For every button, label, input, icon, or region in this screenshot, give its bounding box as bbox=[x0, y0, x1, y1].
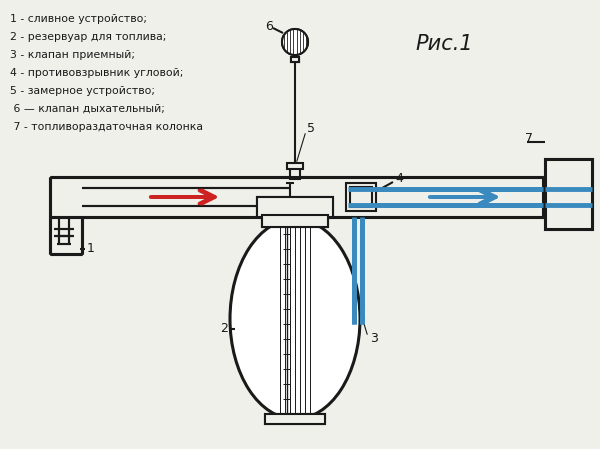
Text: Рис.1: Рис.1 bbox=[415, 34, 473, 54]
Text: 4 - противовзрывник угловой;: 4 - противовзрывник угловой; bbox=[10, 68, 184, 78]
Text: 4: 4 bbox=[395, 172, 403, 185]
Text: 1 - сливное устройство;: 1 - сливное устройство; bbox=[10, 14, 147, 24]
Bar bbox=[257, 197, 333, 217]
Bar bbox=[291, 57, 299, 62]
Bar bbox=[50, 177, 543, 217]
Text: 6 — клапан дыхательный;: 6 — клапан дыхательный; bbox=[10, 104, 165, 114]
Bar bbox=[545, 159, 592, 229]
Bar bbox=[262, 215, 328, 227]
Bar bbox=[257, 197, 333, 217]
Text: 3: 3 bbox=[370, 333, 378, 345]
Text: 6: 6 bbox=[265, 21, 273, 34]
Text: 5: 5 bbox=[307, 123, 315, 136]
Bar bbox=[262, 215, 328, 227]
Text: 5 - замерное устройство;: 5 - замерное устройство; bbox=[10, 86, 155, 96]
Text: 2 - резервуар для топлива;: 2 - резервуар для топлива; bbox=[10, 32, 166, 42]
Circle shape bbox=[282, 29, 308, 55]
Bar bbox=[287, 163, 303, 169]
Bar bbox=[291, 57, 299, 62]
Bar bbox=[290, 167, 300, 179]
Bar bbox=[545, 159, 592, 229]
Ellipse shape bbox=[230, 219, 360, 419]
Bar bbox=[346, 183, 376, 211]
Text: 2: 2 bbox=[220, 322, 228, 335]
Bar bbox=[350, 187, 372, 207]
Text: 7: 7 bbox=[525, 132, 533, 145]
Text: 3 - клапан приемный;: 3 - клапан приемный; bbox=[10, 50, 135, 60]
Bar bbox=[265, 414, 325, 424]
Bar bbox=[265, 414, 325, 424]
Text: 7 - топливораздаточная колонка: 7 - топливораздаточная колонка bbox=[10, 122, 203, 132]
Circle shape bbox=[282, 29, 308, 55]
Text: 1: 1 bbox=[87, 242, 95, 255]
